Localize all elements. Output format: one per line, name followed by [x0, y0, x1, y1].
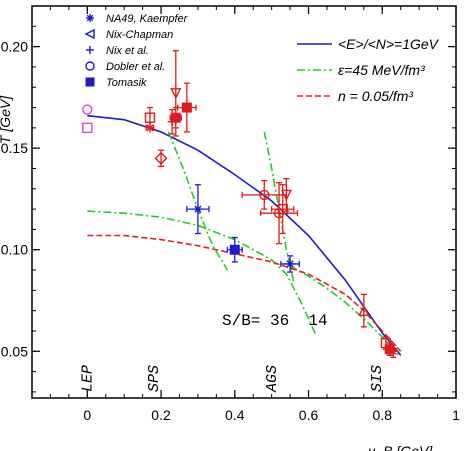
curve-line	[289, 265, 402, 358]
marker-triangle-left	[84, 28, 95, 40]
axes-frame	[31, 5, 457, 399]
y-axis-label: T [GeV]	[0, 95, 13, 144]
legend-symbols: NA49, Kaempfer Nix-Chapman Nix et al. Doble…	[84, 13, 189, 89]
marker-ast-d2	[194, 205, 202, 213]
x-tick-label: 0.2	[151, 407, 171, 423]
data-point	[82, 104, 93, 115]
x-tick-label: 0	[83, 407, 91, 423]
sb-annotation: S/B= 36 14	[222, 312, 328, 330]
data-point	[82, 122, 93, 134]
data-point	[226, 236, 243, 263]
legend-symbol-entry: Tomasik	[85, 77, 147, 89]
legend-symbol-label: Nix et al.	[106, 45, 149, 57]
marker-triangle-up	[358, 304, 370, 316]
marker-square-filled	[384, 344, 395, 355]
data-point	[167, 108, 177, 135]
data-point	[280, 255, 300, 273]
region-label: SIS	[369, 365, 386, 392]
marker-triangle-down	[170, 88, 182, 100]
y-tick-label: 0.05	[1, 343, 28, 359]
marker-square-filled	[85, 77, 95, 87]
region-label: LEP	[79, 365, 96, 392]
legend-symbol-entry: Dobler et al.	[85, 61, 165, 73]
legend-lines: <E>/<N>=1GeV ε=45 MeV/fm³ n = 0.05/fm³	[297, 36, 440, 104]
data-point	[384, 342, 395, 356]
legend-symbol-label: Dobler et al.	[106, 61, 165, 73]
marker-ast-d2	[286, 260, 294, 268]
data-point	[358, 293, 370, 328]
marker-circle	[85, 61, 95, 71]
y-tick-label: 0.20	[1, 39, 28, 55]
x-axis-label: μ_B [GeV]	[367, 443, 434, 451]
data-point	[186, 184, 210, 235]
curve-line	[87, 234, 402, 352]
curve-line	[263, 131, 295, 283]
x-tick-label: 0.6	[299, 407, 319, 423]
marker-ast-d2	[389, 347, 397, 355]
data-point	[176, 82, 197, 133]
marker-square	[144, 112, 156, 123]
x-tick-label: 0.8	[373, 407, 393, 423]
marker-square-filled	[181, 102, 192, 113]
legend-line-label: <E>/<N>=1GeV	[338, 36, 440, 52]
x-tick-label: 1	[452, 407, 460, 423]
legend-line-entry: <E>/<N>=1GeV	[297, 36, 440, 52]
legend-symbol-label: Nix-Chapman	[106, 29, 173, 41]
legend-symbol-entry: NA49, Kaempfer	[86, 13, 189, 25]
data-point	[170, 50, 182, 137]
marker-ast-d2	[86, 14, 94, 22]
x-tick-label: 0.4	[225, 407, 245, 423]
marker-triangle-down	[280, 189, 293, 201]
marker-diamond	[154, 151, 168, 165]
legend-line-label: ε=45 MeV/fm³	[338, 62, 425, 78]
legend-line-entry: ε=45 MeV/fm³	[297, 62, 425, 78]
region-label: AGS	[264, 365, 281, 393]
legend-symbol-entry: Nix-Chapman	[84, 28, 173, 41]
marker-circle	[259, 189, 270, 201]
data-point	[388, 344, 398, 359]
data-point	[154, 149, 168, 168]
data-point	[144, 106, 156, 129]
legend-symbol-entry: Nix et al.	[86, 45, 149, 57]
region-label: SPS	[146, 365, 163, 392]
ticks: 0 0.2 0.4 0.6 0.8 1 0.05 0.10 0.15 0.20	[1, 6, 460, 423]
plot-border	[31, 5, 457, 399]
marker-square	[82, 122, 93, 134]
legend-line-entry: n = 0.05/fm³	[297, 88, 413, 104]
legend-symbol-label: Tomasik	[106, 77, 147, 89]
data-points	[82, 50, 398, 359]
legend-symbol-label: NA49, Kaempfer	[106, 13, 189, 25]
y-tick-label: 0.10	[1, 242, 28, 258]
y-tick-label: 0.15	[1, 140, 28, 156]
legend-line-label: n = 0.05/fm³	[338, 88, 413, 104]
data-point	[280, 177, 293, 212]
marker-square	[277, 203, 288, 215]
marker-square-filled	[229, 244, 240, 255]
data-point	[271, 184, 295, 235]
marker-circle	[82, 104, 93, 115]
region-annotations: LEP SPS AGS SIS	[79, 365, 385, 393]
